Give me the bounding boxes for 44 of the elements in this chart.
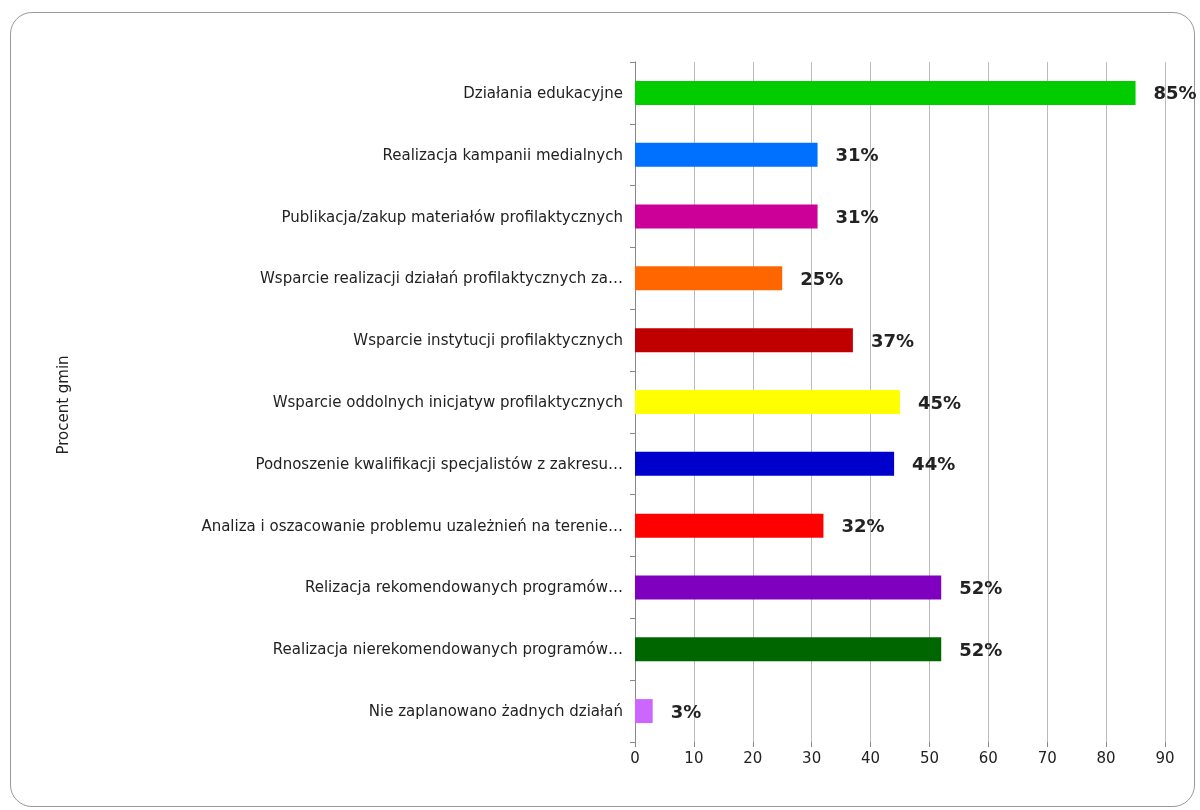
text: Procent gmin bbox=[53, 355, 72, 455]
bar bbox=[635, 204, 818, 229]
data-label: 52% bbox=[959, 576, 1003, 598]
data-label: 3% bbox=[670, 700, 702, 722]
y-tick-label: Publikacja/zakup materiałów profilaktycznych bbox=[281, 207, 623, 226]
x-tick-label: 30 bbox=[802, 748, 822, 767]
y-tick-label: Działania edukacyjne bbox=[463, 83, 623, 102]
y-tick-label: Wsparcie oddolnych inicjatyw profilaktycznych bbox=[272, 393, 623, 411]
y-tick-label: Realizacja nierekomendowanych programów… bbox=[272, 640, 623, 659]
bar bbox=[635, 451, 895, 476]
y-tick-label: Wsparcie realizacji działań profilaktycznych za… bbox=[260, 269, 623, 288]
x-tick-label: 70 bbox=[1037, 748, 1057, 767]
x-tick-label: 90 bbox=[1155, 748, 1175, 767]
bar bbox=[635, 390, 900, 414]
bar bbox=[635, 80, 1136, 105]
bar bbox=[635, 575, 942, 600]
data-label: 52% bbox=[959, 638, 1003, 660]
bar bbox=[635, 637, 942, 662]
x-tick-label: 50 bbox=[919, 748, 939, 767]
y-tick-label: Nie zaplanowano żadnych działań bbox=[368, 702, 623, 721]
data-label: 31% bbox=[835, 206, 879, 228]
x-tick-label: 20 bbox=[743, 748, 763, 767]
data-label: 31% bbox=[835, 144, 879, 166]
data-label: 85% bbox=[1153, 82, 1197, 104]
data-label: 32% bbox=[841, 515, 885, 537]
data-label: 45% bbox=[918, 391, 962, 413]
data-label: 25% bbox=[800, 267, 844, 289]
y-tick-label: Podnoszenie kwalifikacji specjalistów z zakresu… bbox=[255, 454, 623, 473]
x-tick-label: 40 bbox=[861, 748, 881, 767]
x-tick-label: 60 bbox=[978, 748, 998, 767]
bar bbox=[635, 513, 824, 538]
x-tick-label: 0 bbox=[630, 748, 640, 767]
bar bbox=[635, 266, 783, 291]
bar bbox=[635, 328, 853, 353]
bar bbox=[635, 699, 653, 724]
data-label: 44% bbox=[912, 453, 956, 475]
data-label: 37% bbox=[870, 329, 914, 351]
y-tick-label: Realizacja kampanii medialnych bbox=[382, 145, 623, 164]
y-tick-label: Wsparcie instytucji profilaktycznych bbox=[353, 331, 623, 350]
y-tick-label: Relizacja rekomendowanych programów… bbox=[304, 578, 623, 597]
bar bbox=[635, 142, 818, 167]
x-tick-label: 10 bbox=[684, 748, 704, 767]
x-tick-label: 80 bbox=[1096, 748, 1116, 767]
y-tick-label: Analiza i oszacowanie problemu uzależnień na terenie… bbox=[201, 516, 623, 535]
